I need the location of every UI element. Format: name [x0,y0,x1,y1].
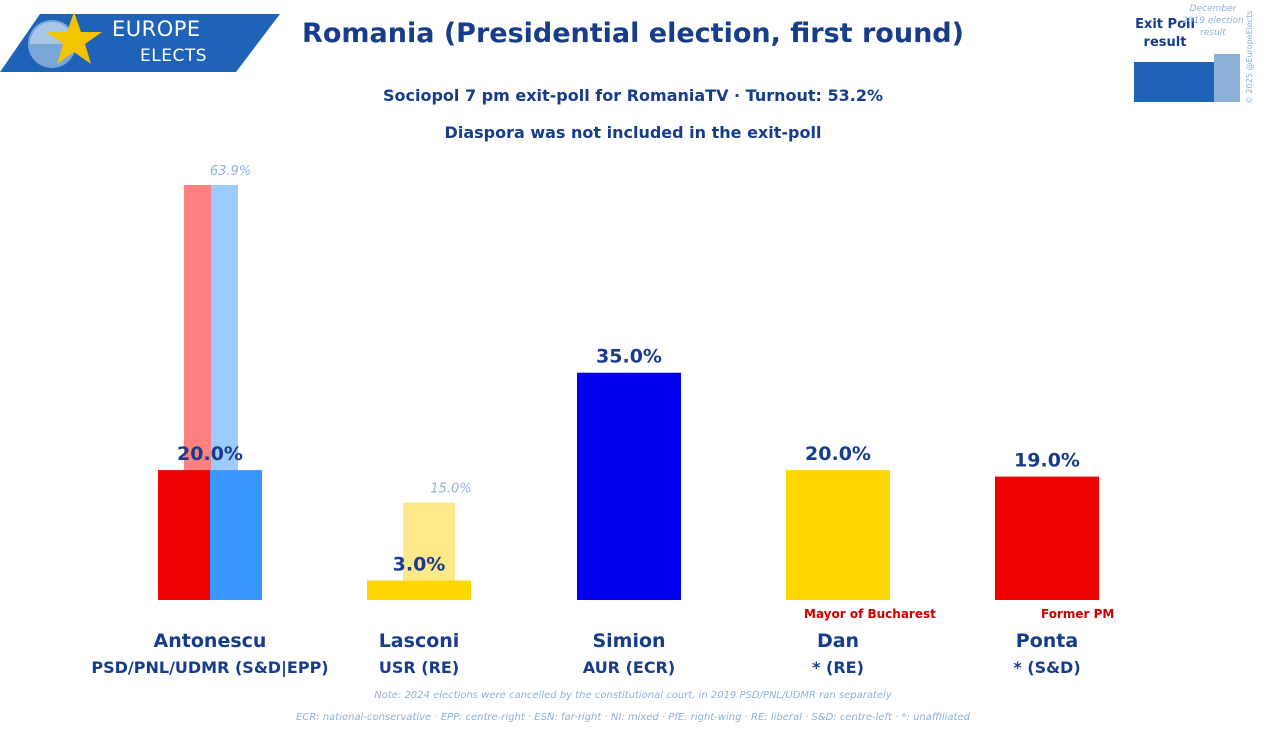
logo-text-elects: ELECTS [140,46,207,66]
note-former-pm: Former PM [1041,607,1115,621]
legend-label-previous: December 2019 election result [1182,4,1244,38]
previous-label-lasconi: 15.0% [430,482,471,497]
chart-subtitle: Sociopol 7 pm exit-poll for RomaniaTV · … [382,86,884,105]
candidate-party-simion: AUR (ECR) [582,658,676,677]
candidate-name-antonescu: Antonescu [153,630,267,652]
europe-elects-logo [0,12,280,72]
legend-swatch-exit-poll [1134,62,1214,102]
candidate-party-antonescu: PSD/PNL/UDMR (S&D|EPP) [91,658,329,677]
chart-title: Romania (Presidential election, first ro… [302,18,964,49]
candidate-name-simion: Simion [592,630,666,652]
bar-simion [577,372,681,600]
value-label-simion: 35.0% [596,346,662,368]
bar-antonescu-1 [158,470,210,600]
footer-note: Note: 2024 elections were cancelled by t… [374,690,892,701]
candidate-name-lasconi: Lasconi [378,630,460,652]
previous-label-antonescu: 63.9% [210,164,251,179]
candidate-party-lasconi: USR (RE) [378,658,460,677]
bar-dan [786,470,890,600]
chart-subtitle-diaspora: Diaspora was not included in the exit-po… [444,123,822,142]
note-mayor-of-bucharest: Mayor of Bucharest [804,607,936,621]
candidate-name-dan: Dan [816,630,860,652]
value-label-dan: 20.0% [805,443,871,465]
logo-text-europe: EUROPE [112,17,201,41]
bar-ponta [995,476,1099,600]
legend-label-exit-poll: Exit Poll result [1135,17,1195,50]
bar-lasconi [367,580,471,600]
value-label-antonescu: 20.0% [177,443,243,465]
value-label-lasconi: 3.0% [393,554,446,576]
bar-antonescu-2 [210,470,262,600]
candidate-party-ponta: * (S&D) [1013,658,1081,677]
footer-legend: ECR: national-conservative · EPP: centre… [296,712,970,723]
value-label-ponta: 19.0% [1014,450,1080,472]
candidate-name-ponta: Ponta [1015,630,1079,652]
legend-swatch-previous [1214,54,1240,102]
candidate-party-dan: * (RE) [812,658,864,677]
